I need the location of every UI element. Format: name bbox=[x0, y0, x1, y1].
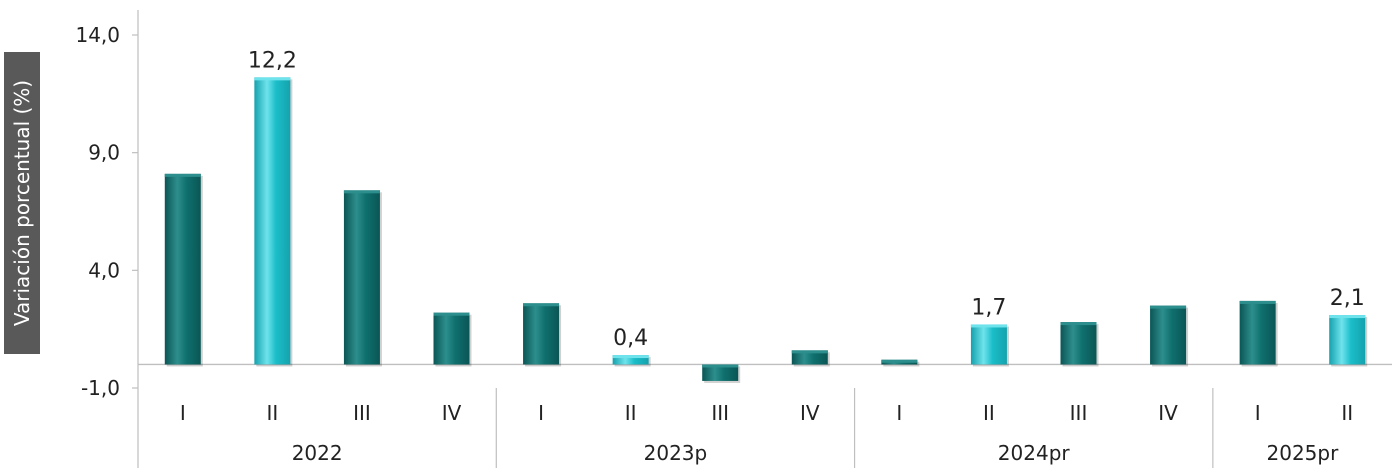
bar bbox=[702, 364, 739, 381]
bar bbox=[254, 77, 291, 365]
bar-top-highlight bbox=[612, 355, 649, 359]
x-tick-label: I bbox=[1255, 401, 1261, 425]
bar-top-highlight bbox=[433, 312, 470, 316]
bar bbox=[970, 324, 1007, 365]
bar-top-highlight bbox=[254, 77, 291, 81]
x-group-label: 2022 bbox=[292, 441, 343, 465]
x-tick-label: I bbox=[896, 401, 902, 425]
x-group-label: 2024pr bbox=[998, 441, 1071, 465]
bar-top-highlight bbox=[164, 173, 201, 177]
bar-top-highlight bbox=[1239, 300, 1276, 304]
bar bbox=[612, 355, 649, 365]
x-tick-label: III bbox=[1070, 401, 1088, 425]
bar-top-highlight bbox=[1150, 305, 1187, 309]
bar-top-highlight bbox=[791, 350, 828, 354]
x-tick-label: III bbox=[711, 401, 729, 425]
bar-top-highlight bbox=[343, 190, 380, 194]
x-tick-label: I bbox=[180, 401, 186, 425]
x-tick-label: II bbox=[983, 401, 995, 425]
bar bbox=[791, 350, 828, 365]
x-tick-label: II bbox=[1341, 401, 1353, 425]
data-label: 2,1 bbox=[1330, 286, 1365, 311]
x-tick-label: II bbox=[625, 401, 637, 425]
x-group-label: 2023p bbox=[644, 441, 708, 465]
bar-top-highlight bbox=[1329, 315, 1366, 319]
x-tick-label: II bbox=[266, 401, 278, 425]
bar bbox=[343, 190, 380, 365]
bar-top-highlight bbox=[1060, 322, 1097, 326]
bar bbox=[164, 173, 201, 365]
y-tick-label: -1,0 bbox=[81, 376, 120, 400]
bar bbox=[1060, 322, 1097, 365]
bar-top-highlight bbox=[523, 303, 560, 307]
y-tick-label: 14,0 bbox=[75, 23, 120, 47]
data-label: 1,7 bbox=[971, 295, 1006, 320]
x-tick-label: IV bbox=[800, 401, 820, 425]
x-tick-label: III bbox=[353, 401, 371, 425]
data-label: 0,4 bbox=[613, 326, 648, 351]
x-group-label: 2025pr bbox=[1267, 441, 1340, 465]
bar-top-highlight bbox=[702, 364, 739, 368]
y-axis-title-box: Variación porcentual (%) bbox=[4, 52, 40, 354]
bar bbox=[1239, 300, 1276, 365]
x-tick-label: IV bbox=[442, 401, 462, 425]
bar bbox=[433, 312, 470, 365]
bar bbox=[1329, 315, 1366, 365]
y-tick-label: 4,0 bbox=[88, 258, 120, 282]
bar-top-highlight bbox=[970, 324, 1007, 328]
y-tick-label: 9,0 bbox=[88, 141, 120, 165]
bar bbox=[523, 303, 560, 365]
data-label: 12,2 bbox=[248, 48, 297, 73]
x-tick-label: I bbox=[538, 401, 544, 425]
x-tick-label: IV bbox=[1158, 401, 1178, 425]
bar bbox=[1150, 305, 1187, 365]
bar-top-highlight bbox=[881, 359, 918, 363]
